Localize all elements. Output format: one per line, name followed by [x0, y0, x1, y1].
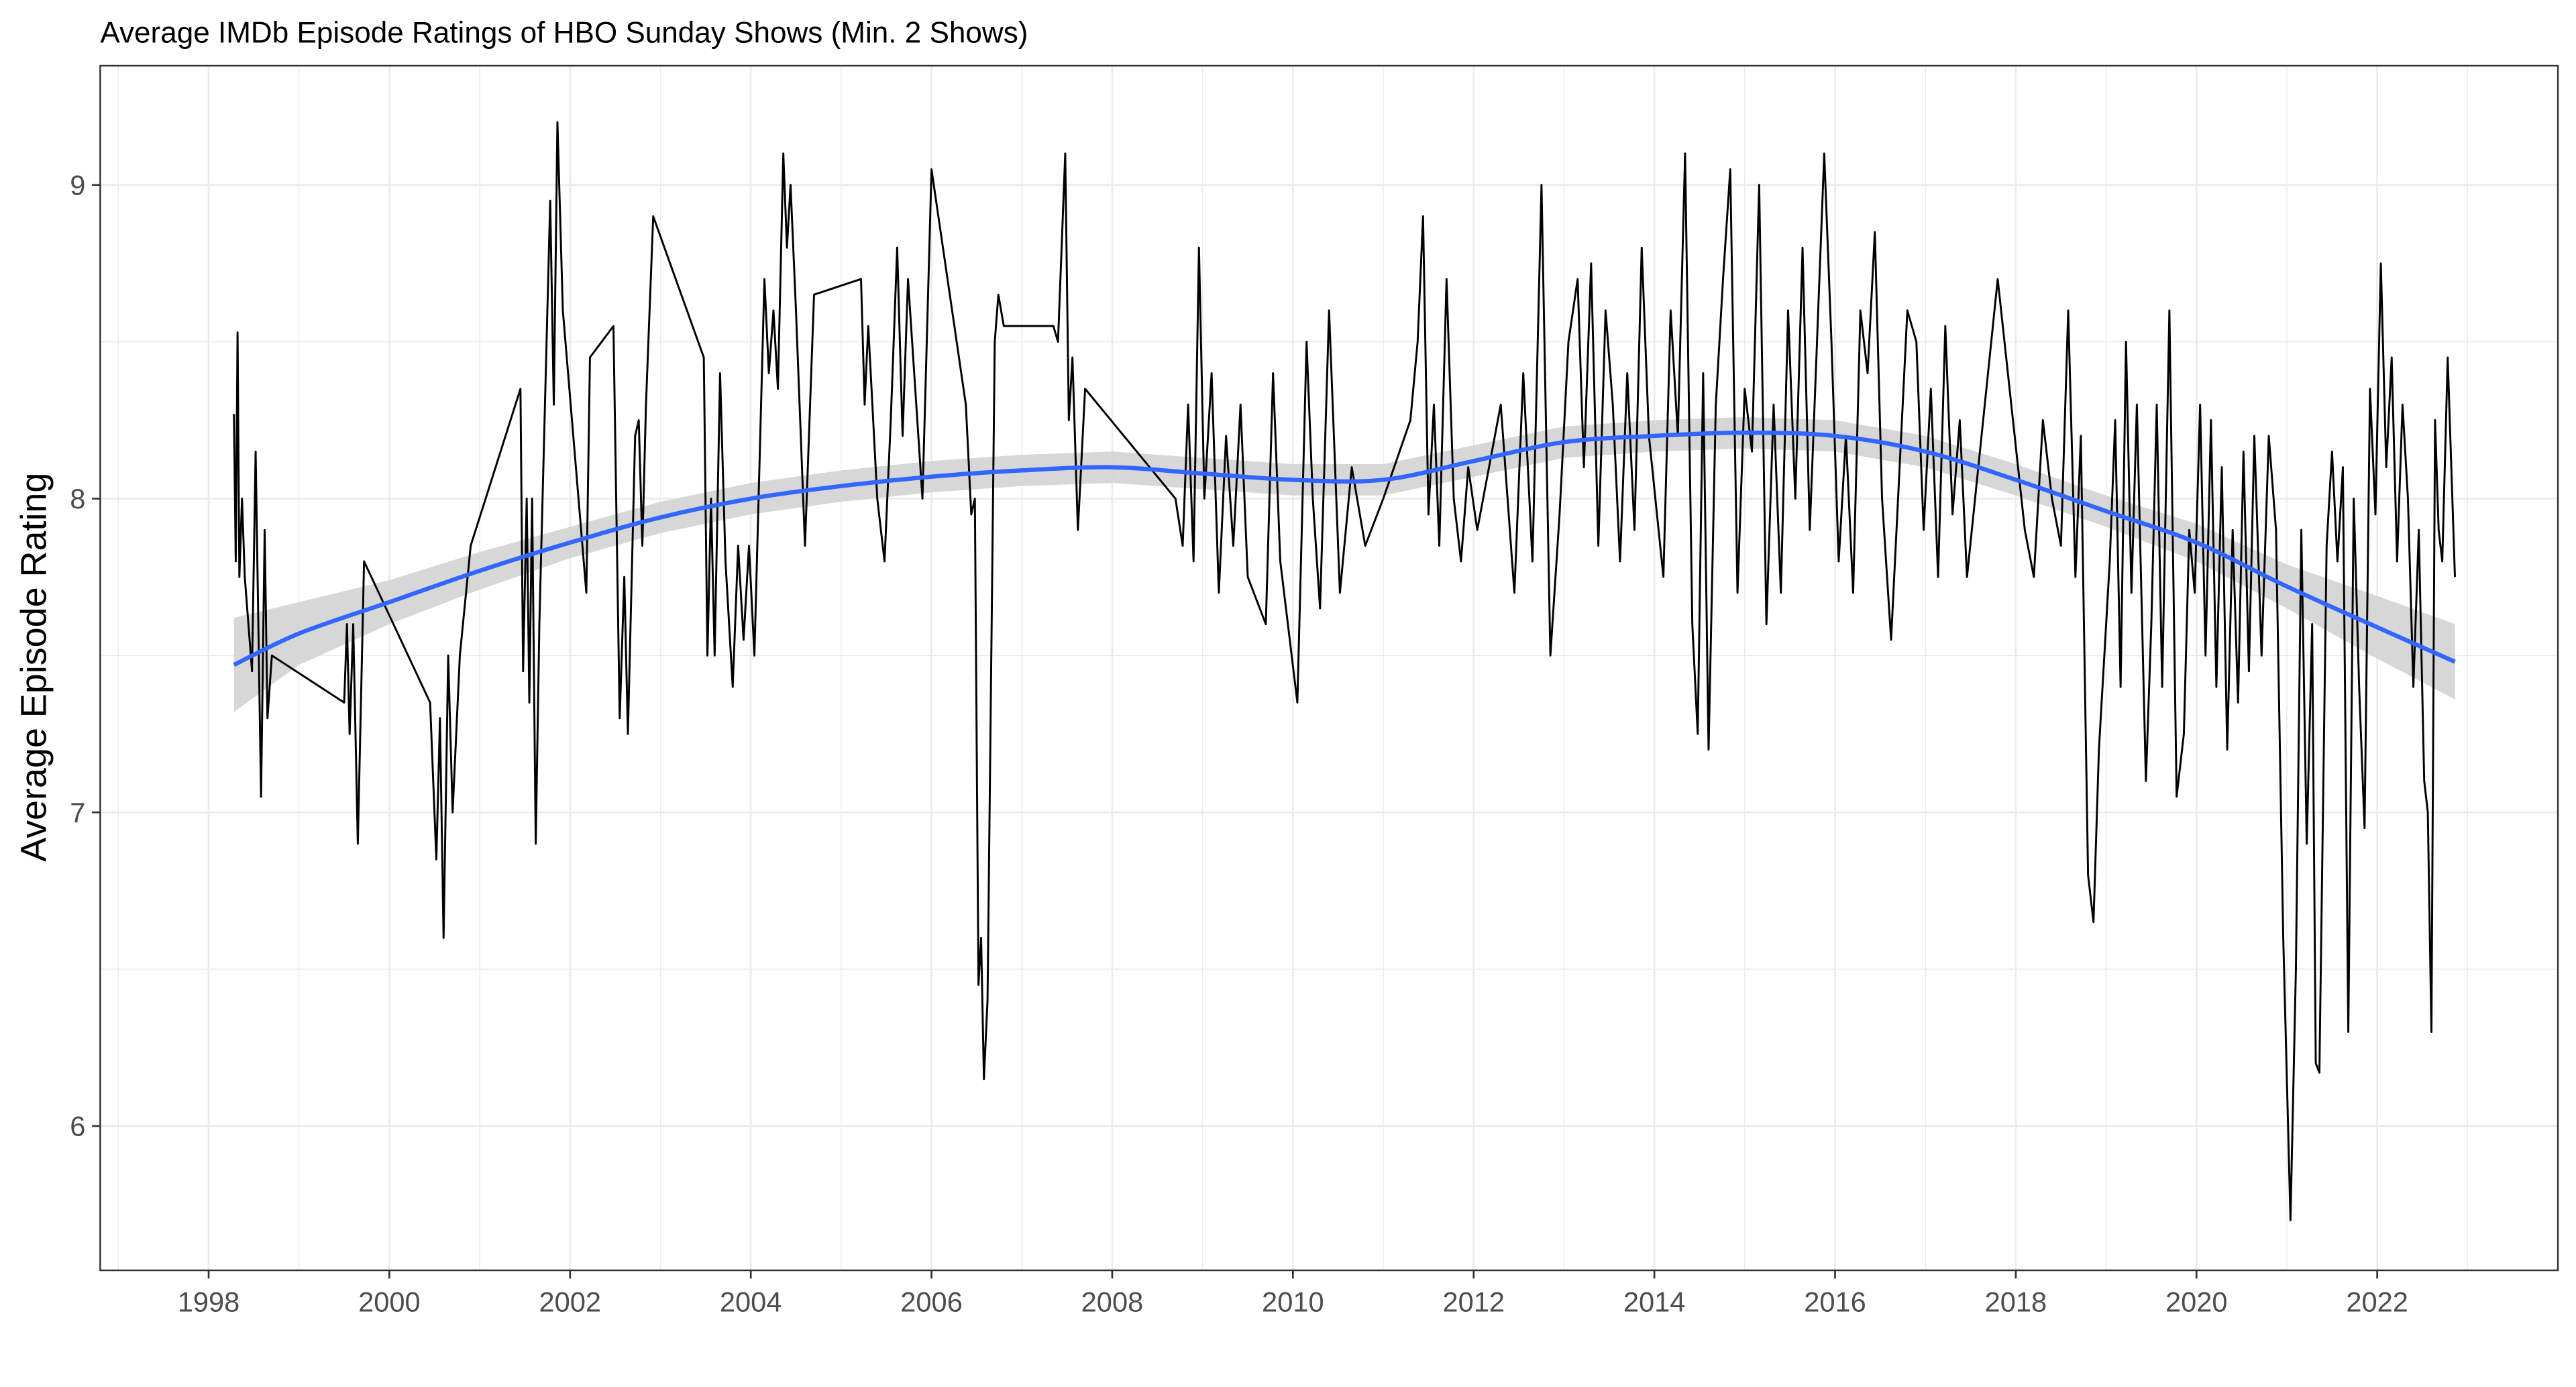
x-tick-label: 2012 — [1442, 1286, 1505, 1317]
y-tick-label: 9 — [70, 169, 85, 201]
ratings-line — [233, 121, 2456, 1221]
x-tick-label: 2022 — [2346, 1286, 2408, 1317]
x-tick-label: 2010 — [1262, 1286, 1324, 1317]
x-tick-label: 2006 — [900, 1286, 963, 1317]
x-tick-label: 1998 — [178, 1286, 240, 1317]
chart-title: Average IMDb Episode Ratings of HBO Sund… — [100, 17, 1028, 50]
y-axis-label: Average Episode Rating — [14, 473, 54, 862]
x-tick-label: 2002 — [539, 1286, 602, 1317]
smooth-trend-line — [233, 431, 2456, 667]
y-tick-label: 6 — [70, 1111, 85, 1142]
y-tick-label: 7 — [70, 797, 85, 828]
x-tick-label: 2004 — [720, 1286, 782, 1317]
x-tick-label: 2020 — [2165, 1286, 2228, 1317]
y-tick-label: 8 — [70, 483, 85, 514]
x-tick-label: 2018 — [1985, 1286, 2047, 1317]
plot-panel — [100, 66, 2559, 1271]
plot-border — [99, 64, 2559, 1272]
x-tick-label: 2008 — [1081, 1286, 1144, 1317]
x-tick-label: 2016 — [1804, 1286, 1866, 1317]
x-tick-label: 2000 — [358, 1286, 421, 1317]
x-tick-label: 2014 — [1623, 1286, 1686, 1317]
